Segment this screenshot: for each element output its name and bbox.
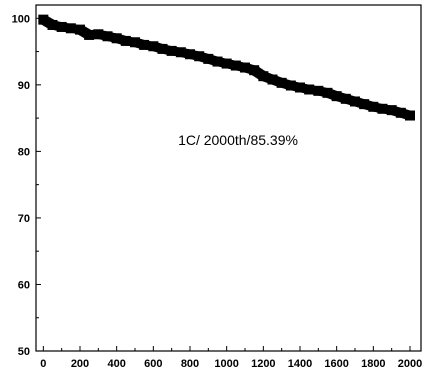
x-tick-label: 1400 <box>288 358 312 370</box>
data-point <box>285 80 296 91</box>
data-series <box>38 14 415 121</box>
plot-frame <box>35 4 422 352</box>
data-point <box>102 31 113 42</box>
y-tick-label: 70 <box>18 213 30 225</box>
data-point <box>322 87 333 98</box>
data-point <box>212 56 223 67</box>
data-point <box>405 110 415 121</box>
axis-ticks: 0 200 400 600 800 1000 1200 1400 1600 1800 2000 50 6… <box>12 13 423 370</box>
data-point <box>240 62 250 73</box>
y-tick-label: 100 <box>12 13 30 25</box>
data-point <box>377 103 388 114</box>
x-tick-label: 0 <box>40 358 46 370</box>
data-point <box>203 53 214 64</box>
data-point <box>194 51 205 62</box>
x-tick-label: 200 <box>71 358 89 370</box>
data-point <box>304 84 315 95</box>
data-point <box>313 85 324 96</box>
data-point <box>230 60 241 71</box>
data-point <box>221 58 232 69</box>
data-point <box>295 82 305 93</box>
x-tick-label: 1000 <box>214 358 238 370</box>
y-tick-label: 80 <box>18 146 30 158</box>
data-point <box>93 29 104 40</box>
data-point <box>65 23 76 34</box>
data-point <box>350 96 360 107</box>
y-tick-label: 90 <box>18 80 30 92</box>
data-point <box>111 33 122 44</box>
x-tick-label: 400 <box>107 358 125 370</box>
data-point <box>47 19 58 30</box>
data-point <box>56 21 67 32</box>
data-point <box>185 49 195 60</box>
data-point <box>386 105 397 116</box>
data-point <box>75 24 85 35</box>
y-tick-label: 50 <box>18 346 30 358</box>
x-tick-label: 1200 <box>251 358 275 370</box>
data-point <box>267 74 278 85</box>
data-point <box>148 41 159 52</box>
x-tick-label: 600 <box>144 358 162 370</box>
data-point <box>175 47 186 58</box>
x-tick-label: 2000 <box>398 358 422 370</box>
data-point <box>38 14 49 25</box>
data-point <box>157 43 168 54</box>
data-point <box>359 99 370 110</box>
data-point <box>276 77 287 88</box>
x-tick-label: 1800 <box>361 358 385 370</box>
data-point <box>84 29 95 40</box>
data-point <box>331 91 342 102</box>
data-point <box>130 37 140 48</box>
data-point <box>395 107 406 118</box>
data-point <box>139 39 150 50</box>
data-point <box>340 93 351 104</box>
x-tick-label: 1600 <box>324 358 348 370</box>
data-point <box>120 35 131 46</box>
x-tick-label: 800 <box>181 358 199 370</box>
data-point <box>258 71 269 82</box>
chart-annotation: 1C/ 2000th/85.39% <box>178 132 298 148</box>
data-point <box>166 45 177 56</box>
y-tick-label: 60 <box>18 279 30 291</box>
data-point <box>368 101 379 112</box>
data-point <box>249 65 260 76</box>
